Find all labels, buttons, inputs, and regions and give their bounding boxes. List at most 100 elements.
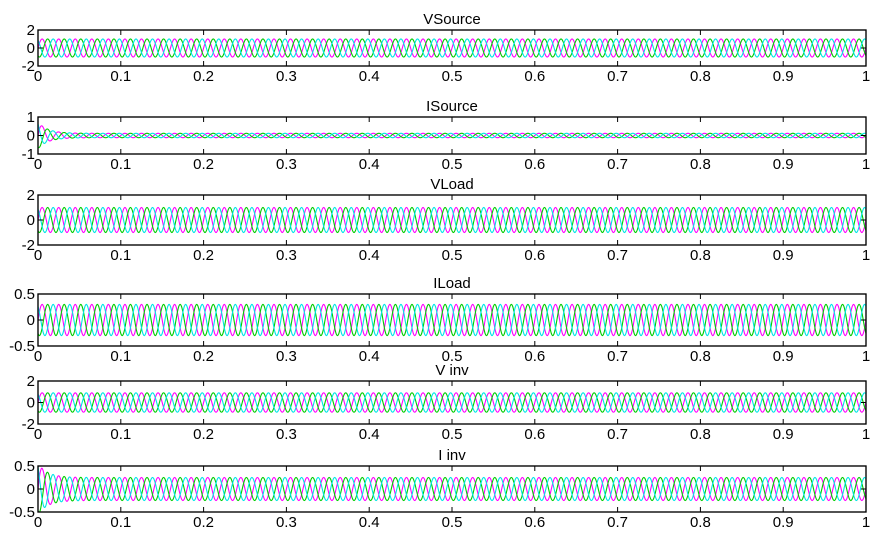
x-tick-label: 0.7 — [607, 68, 628, 85]
x-tick-label: 0.5 — [442, 247, 463, 264]
subplot-title: ILoad — [433, 275, 471, 292]
x-tick-label: 1 — [862, 247, 870, 264]
phase-1-trace — [38, 392, 866, 413]
x-tick-label: 0.3 — [276, 156, 297, 173]
x-tick-label: 0.2 — [193, 514, 214, 531]
phase-2-trace — [38, 38, 866, 58]
x-tick-label: 0 — [34, 156, 42, 173]
phase-2-trace — [38, 206, 866, 234]
x-tick-label: 0.9 — [773, 426, 794, 443]
x-tick-label: 0.5 — [442, 68, 463, 85]
x-tick-label: 0.2 — [193, 68, 214, 85]
x-tick-label: 0.9 — [773, 156, 794, 173]
y-tick-label: 0 — [27, 395, 35, 412]
x-tick-label: 0.7 — [607, 514, 628, 531]
x-tick-label: 0.8 — [690, 68, 711, 85]
y-tick-label: 0 — [27, 312, 35, 329]
x-tick-label: 0 — [34, 426, 42, 443]
y-tick-label: 0.5 — [14, 286, 35, 303]
x-tick-label: 0.4 — [359, 348, 380, 365]
x-tick-label: 0.9 — [773, 514, 794, 531]
x-tick-label: 0.4 — [359, 514, 380, 531]
phase-2-trace — [38, 303, 866, 337]
subplot-title: VSource — [423, 11, 481, 28]
subplot-title: ISource — [426, 98, 478, 115]
x-tick-label: 0.3 — [276, 68, 297, 85]
y-tick-label: -2 — [22, 237, 35, 254]
y-tick-label: 2 — [27, 373, 35, 390]
subplot-title: I inv — [438, 447, 466, 464]
x-tick-label: 1 — [862, 514, 870, 531]
x-tick-label: 0.8 — [690, 348, 711, 365]
x-tick-label: 0.1 — [110, 426, 131, 443]
y-tick-label: 0 — [27, 481, 35, 498]
x-tick-label: 0.9 — [773, 247, 794, 264]
phase-2-trace — [38, 128, 866, 149]
y-tick-label: 0.5 — [14, 458, 35, 475]
x-tick-label: 0.1 — [110, 247, 131, 264]
y-tick-label: -0.5 — [9, 504, 35, 521]
x-tick-label: 0.5 — [442, 426, 463, 443]
phase-1-trace — [38, 303, 866, 337]
x-tick-label: 0.4 — [359, 68, 380, 85]
y-tick-label: 0 — [27, 128, 35, 145]
x-tick-label: 0.6 — [524, 156, 545, 173]
x-tick-label: 0.3 — [276, 348, 297, 365]
phase-3-trace — [38, 123, 866, 144]
x-tick-label: 0.8 — [690, 426, 711, 443]
x-tick-label: 0.6 — [524, 247, 545, 264]
x-tick-label: 0.8 — [690, 514, 711, 531]
x-tick-label: 0.1 — [110, 348, 131, 365]
x-tick-label: 1 — [862, 348, 870, 365]
x-tick-label: 0.4 — [359, 156, 380, 173]
y-tick-label: -2 — [22, 416, 35, 433]
y-tick-label: 0 — [27, 40, 35, 57]
x-tick-label: 0.6 — [524, 514, 545, 531]
phase-1-trace — [38, 38, 866, 58]
x-tick-label: 0.3 — [276, 514, 297, 531]
x-tick-label: 0.2 — [193, 156, 214, 173]
y-tick-label: 2 — [27, 187, 35, 204]
phase-3-trace — [38, 303, 866, 337]
x-tick-label: 0.2 — [193, 426, 214, 443]
x-tick-label: 0.1 — [110, 514, 131, 531]
x-tick-label: 0 — [34, 247, 42, 264]
phase-2-trace — [38, 392, 866, 413]
phase-3-trace — [38, 38, 866, 58]
phase-2-trace — [38, 471, 866, 512]
x-tick-label: 0 — [34, 348, 42, 365]
x-tick-label: 0.6 — [524, 348, 545, 365]
y-tick-label: 1 — [27, 109, 35, 126]
x-tick-label: 0.9 — [773, 68, 794, 85]
y-tick-label: 0 — [27, 212, 35, 229]
x-tick-label: 0.3 — [276, 426, 297, 443]
x-tick-label: 0 — [34, 514, 42, 531]
x-tick-label: 1 — [862, 426, 870, 443]
x-tick-label: 0.9 — [773, 348, 794, 365]
x-tick-label: 1 — [862, 68, 870, 85]
phase-3-trace — [38, 206, 866, 234]
phase-1-trace — [38, 467, 866, 506]
x-tick-label: 0.8 — [690, 156, 711, 173]
y-tick-label: -0.5 — [9, 338, 35, 355]
y-tick-label: -2 — [22, 58, 35, 75]
x-tick-label: 0.6 — [524, 68, 545, 85]
phase-1-trace — [38, 125, 866, 142]
x-tick-label: 0.6 — [524, 426, 545, 443]
phase-3-trace — [38, 392, 866, 413]
x-tick-label: 0.7 — [607, 156, 628, 173]
x-tick-label: 0.7 — [607, 247, 628, 264]
phase-1-trace — [38, 206, 866, 234]
y-tick-label: -1 — [22, 146, 35, 163]
subplot-title: VLoad — [430, 176, 473, 193]
x-tick-label: 0.2 — [193, 247, 214, 264]
x-tick-label: 0.7 — [607, 348, 628, 365]
x-tick-label: 0.1 — [110, 156, 131, 173]
subplot-title: V inv — [435, 362, 469, 379]
x-tick-label: 0.4 — [359, 247, 380, 264]
subplot-2: ISource 1 0-10 0.1 0.2 0.3 0.4 0.5 0.6 0.7 0.8 0.9 1 — [22, 98, 871, 173]
